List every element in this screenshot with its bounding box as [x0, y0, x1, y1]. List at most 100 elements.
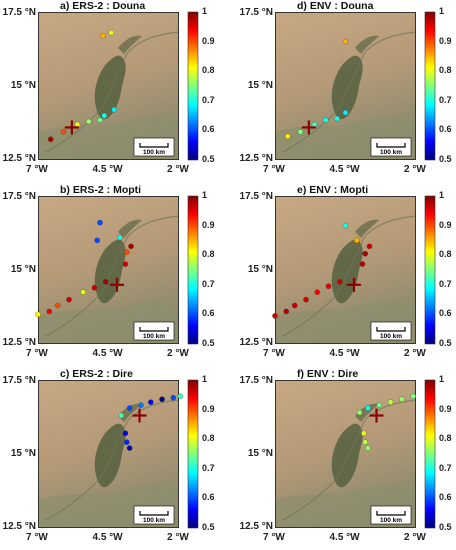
colorbar-tick-label: 1	[202, 190, 208, 200]
inner-niger-delta	[331, 55, 363, 120]
northern-wetlands	[355, 403, 379, 422]
latitude-label: 12.5 °N	[2, 153, 36, 164]
altimetry-point	[362, 439, 368, 445]
colorbar-tick-label: 0.5	[439, 338, 452, 348]
altimetry-point	[365, 445, 371, 451]
longitude-label: 4.5 °W	[92, 348, 123, 359]
altimetry-point	[356, 409, 363, 416]
altimetry-point	[361, 430, 367, 437]
altimetry-point	[410, 393, 416, 400]
map-frame	[275, 12, 416, 160]
colorbar-tick-label: 0.7	[202, 278, 215, 289]
colorbar	[424, 195, 436, 345]
map-area: 100 km	[275, 12, 417, 160]
panel-title: c) ERS-2 : Dire	[60, 368, 133, 380]
colorbar	[187, 195, 199, 345]
altimetry-point	[314, 289, 321, 295]
latitude-label: 15 °N	[10, 264, 36, 275]
scale-bar-label: 100 km	[380, 149, 402, 156]
longitude-label: 4.5 °W	[92, 532, 123, 543]
longitude-label: 2 °W	[167, 164, 189, 175]
colorbar-tick-label: 0.9	[202, 403, 215, 414]
colorbar-tick-label: 0.8	[439, 433, 452, 444]
colorbar	[187, 11, 199, 161]
map-frame	[38, 12, 179, 160]
colorbar-tick-label: 0.5	[202, 338, 215, 348]
scale-bar-label: 100 km	[143, 333, 165, 340]
altimetry-point	[124, 249, 130, 255]
latitude-label: 15 °N	[247, 80, 273, 91]
scale-bar: 100 km	[133, 321, 175, 341]
colorbar-tick-label: 0.9	[439, 35, 452, 46]
panel-title: a) ERS-2 : Douna	[60, 0, 146, 12]
latitude-label: 17.5 °N	[239, 7, 273, 18]
inner-niger-delta	[331, 239, 363, 304]
scale-bar-label: 100 km	[143, 149, 165, 156]
colorbar-tick-label: 0.9	[202, 219, 215, 230]
altimetry-point	[46, 308, 53, 315]
map-area: 100 km	[272, 196, 417, 344]
colorbar-tick-label: 1	[439, 374, 445, 384]
longitude-label: 2 °W	[404, 532, 426, 543]
scale-bar: 100 km	[370, 505, 412, 525]
colorbar-tick-label: 0.6	[439, 492, 452, 503]
map-area: 100 km	[38, 380, 184, 528]
altimetry-point	[108, 29, 115, 36]
latitude-label: 12.5 °N	[239, 153, 273, 164]
niger-river	[282, 215, 417, 337]
altimetry-point	[97, 219, 103, 226]
colorbar-tick-label: 0.8	[439, 65, 452, 76]
map-frame	[275, 196, 416, 344]
longitude-label: 4.5 °W	[329, 348, 360, 359]
altimetry-point	[359, 261, 366, 267]
latitude-label: 15 °N	[247, 264, 273, 275]
altimetry-point	[284, 133, 291, 140]
colorbar-tick-label: 0.6	[202, 124, 215, 135]
longitude-label: 2 °W	[404, 164, 426, 175]
altimetry-point	[118, 412, 124, 419]
longitude-label: 7 °W	[26, 532, 48, 543]
altimetry-point	[283, 308, 290, 315]
altimetry-point	[148, 399, 154, 405]
altimetry-point	[366, 243, 373, 250]
niger-river	[282, 399, 417, 521]
colorbar	[424, 11, 436, 161]
altimetry-point	[387, 399, 394, 405]
altimetry-point	[311, 121, 318, 128]
altimetry-point	[117, 234, 123, 241]
colorbar-tick-label: 0.7	[202, 462, 215, 473]
colorbar-tick-label: 0.8	[439, 249, 452, 260]
niger-river	[45, 215, 180, 337]
scale-bar-label: 100 km	[143, 517, 165, 524]
altimetry-point	[111, 106, 117, 113]
station-cross	[301, 120, 316, 135]
latitude-label: 17.5 °N	[239, 191, 273, 202]
longitude-label: 2 °W	[404, 348, 426, 359]
longitude-label: 7 °W	[263, 164, 285, 175]
altimetry-point	[126, 445, 133, 451]
inner-niger-delta	[94, 55, 126, 120]
colorbar-tick-label: 0.8	[202, 433, 215, 444]
map-area: 100 km	[35, 196, 180, 344]
colorbar-tick-label: 0.5	[202, 154, 215, 164]
altimetry-point	[159, 396, 165, 402]
colorbar-tick-label: 0.6	[202, 308, 215, 319]
scale-bar-label: 100 km	[380, 333, 402, 340]
latitude-label: 12.5 °N	[239, 521, 273, 532]
scale-bar: 100 km	[133, 505, 175, 525]
scale-bar: 100 km	[370, 137, 412, 157]
altimetry-point	[342, 222, 349, 229]
altimetry-point	[297, 129, 304, 135]
latitude-label: 15 °N	[10, 80, 36, 91]
latitude-label: 17.5 °N	[239, 375, 273, 386]
colorbar-tick-label: 0.9	[439, 219, 452, 230]
altimetry-point	[101, 112, 108, 119]
latitude-label: 17.5 °N	[2, 375, 36, 386]
colorbar-tick-label: 0.9	[202, 35, 215, 46]
latitude-label: 15 °N	[247, 448, 273, 459]
panel-title: d) ENV : Douna	[297, 0, 374, 12]
colorbar-tick-label: 0.7	[439, 278, 452, 289]
panel-title: f) ENV : Dire	[297, 368, 359, 380]
map-area: 100 km	[275, 380, 417, 528]
altimetry-point	[170, 395, 177, 401]
